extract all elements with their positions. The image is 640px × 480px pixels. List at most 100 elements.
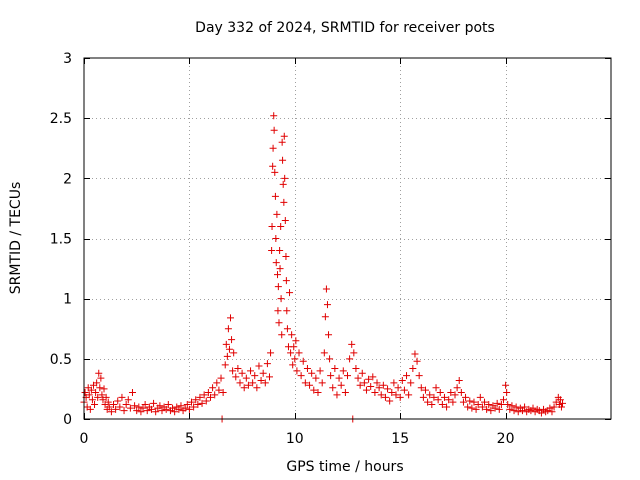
data-point (292, 337, 300, 345)
data-point (468, 404, 476, 412)
data-point (510, 407, 518, 415)
data-point (288, 331, 296, 339)
data-point (491, 404, 499, 412)
data-point (287, 349, 295, 357)
data-point (215, 386, 223, 394)
data-point (502, 381, 510, 389)
data-point (289, 361, 297, 369)
data-point (269, 162, 277, 170)
data-point (464, 403, 472, 411)
data-point (223, 352, 231, 360)
data-point (135, 403, 143, 411)
data-point (436, 389, 444, 397)
data-point (112, 405, 120, 413)
y-tick-label: 1 (63, 292, 72, 308)
data-point (413, 357, 421, 365)
data-point (360, 379, 368, 387)
data-point (251, 372, 259, 380)
data-point (333, 391, 341, 399)
x-tick-label: 0 (80, 431, 89, 447)
data-point (268, 222, 276, 230)
data-point (93, 379, 101, 387)
data-point (381, 393, 389, 401)
data-point (249, 379, 257, 387)
data-point (190, 403, 198, 411)
data-point (110, 401, 118, 409)
data-point (244, 381, 252, 389)
data-point (462, 393, 470, 401)
data-point (122, 401, 130, 409)
data-point (275, 319, 283, 327)
data-point (326, 355, 334, 363)
data-point (137, 408, 145, 416)
data-point (358, 369, 366, 377)
data-point (445, 396, 453, 404)
x-tick-label: 20 (497, 431, 515, 447)
data-point (274, 283, 282, 291)
data-point (204, 389, 212, 397)
data-point (156, 402, 164, 410)
data-point (238, 369, 246, 377)
data-point (198, 399, 206, 407)
data-point (126, 404, 134, 412)
data-point (449, 398, 457, 406)
data-point (169, 404, 177, 412)
data-point (228, 336, 236, 344)
data-point (274, 307, 282, 315)
data-point (211, 391, 219, 399)
data-point (447, 389, 455, 397)
data-point (107, 408, 115, 416)
data-point (283, 325, 291, 333)
data-point (419, 393, 427, 401)
data-point (497, 401, 505, 409)
data-point (325, 331, 333, 339)
data-point (559, 399, 567, 407)
data-point (266, 373, 274, 381)
data-point (375, 384, 383, 392)
data-point (185, 405, 193, 413)
data-point (278, 331, 286, 339)
data-point (424, 398, 432, 406)
data-point (362, 386, 370, 394)
data-point (312, 374, 320, 382)
data-point (476, 393, 484, 401)
data-point (222, 340, 230, 348)
y-tick-label: 0 (63, 412, 72, 428)
data-point (91, 401, 99, 409)
data-point (194, 401, 202, 409)
data-point (346, 355, 354, 363)
data-point (97, 374, 105, 382)
data-point (290, 343, 298, 351)
data-point (377, 391, 385, 399)
data-point (92, 389, 100, 397)
data-point (232, 373, 240, 381)
data-point (261, 379, 269, 387)
data-point (459, 398, 467, 406)
data-point (281, 216, 289, 224)
data-point (88, 396, 96, 404)
data-point (394, 384, 402, 392)
data-point (518, 407, 526, 415)
data-point (279, 180, 287, 188)
x-tick-label: 5 (185, 431, 194, 447)
x-tick-label: 15 (391, 431, 409, 447)
data-point (175, 405, 183, 413)
data-point (306, 381, 314, 389)
y-axis-label: SRMTID / TECUs (8, 182, 24, 295)
data-point (267, 349, 275, 357)
data-point (257, 376, 265, 384)
data-point (478, 403, 486, 411)
data-point (188, 398, 196, 406)
data-point (279, 156, 287, 164)
data-point (100, 385, 108, 393)
chart-title: Day 332 of 2024, SRMTID for receiver pot… (195, 20, 495, 36)
data-point (192, 396, 200, 404)
data-point (128, 389, 136, 397)
data-point (499, 396, 507, 404)
data-point (276, 247, 284, 255)
data-point (503, 389, 511, 397)
data-point (268, 247, 276, 255)
data-point (271, 168, 279, 176)
data-point (470, 398, 478, 406)
